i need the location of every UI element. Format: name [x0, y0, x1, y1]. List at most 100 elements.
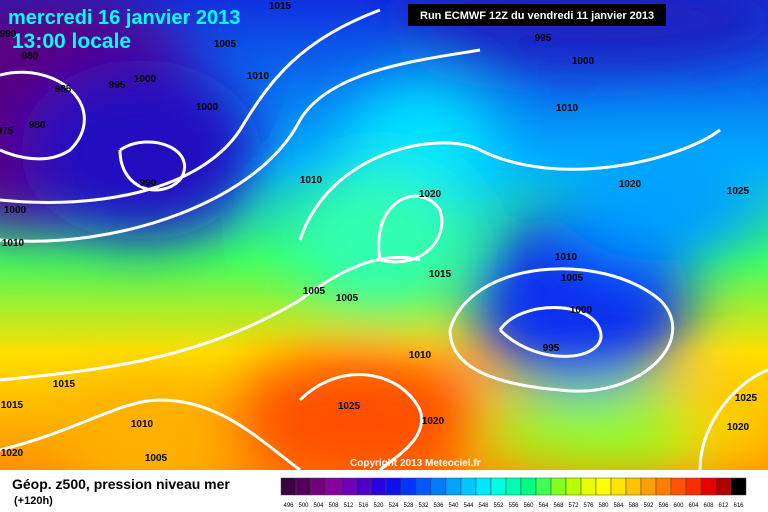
colorbar-label: 604: [688, 503, 699, 509]
isobar-label: 1020: [422, 416, 445, 427]
colorbar-label: 596: [658, 503, 669, 509]
isobar-label: 1015: [269, 1, 292, 12]
isobar-label: 1005: [214, 39, 237, 50]
colorbar-cell: [310, 477, 327, 496]
isobar-label: 1010: [409, 350, 432, 361]
isobar-label: 1005: [336, 293, 359, 304]
colorbar-cell: [655, 477, 672, 496]
colorbar-label: 572: [568, 503, 579, 509]
colorbar-cell: [580, 477, 597, 496]
colorbar-label: 568: [553, 503, 564, 509]
colorbar-cell: [640, 477, 657, 496]
date-label: mercredi 16 janvier 2013: [8, 7, 240, 29]
colorbar-cell: [565, 477, 582, 496]
isobar-label: 1000: [570, 305, 593, 316]
colorbar-cell: [385, 477, 402, 496]
isobar-label: 1020: [1, 448, 24, 459]
isobar-label: 1025: [338, 401, 361, 412]
colorbar-label: 556: [508, 503, 519, 509]
colorbar-label: 600: [673, 503, 684, 509]
colorbar-label: 548: [478, 503, 489, 509]
isobar-label: 1005: [145, 453, 168, 464]
colorbar-cell: [355, 477, 372, 496]
isobar-label: 1025: [727, 186, 750, 197]
isobar-label: 1010: [2, 238, 25, 249]
colorbar-cell: [700, 477, 717, 496]
isobar-label: 985: [55, 84, 72, 95]
colorbar-label: 532: [418, 503, 429, 509]
colorbar-cell: [295, 477, 312, 496]
isobar-label: 1000: [134, 74, 157, 85]
colorbar-label: 588: [628, 503, 639, 509]
isobar-labels: 1015 990 1005 995 1000 980 985 995 1000 1010 1000 1…: [0, 1, 758, 464]
colorbar-label: 524: [388, 503, 399, 509]
colorbar-cell: [535, 477, 552, 496]
footer-lead: (+120h): [14, 495, 53, 507]
colorbar-label: 592: [643, 503, 654, 509]
colorbar-cell: [340, 477, 357, 496]
time-label: 13:00 locale: [12, 30, 131, 53]
isobar-label: 1005: [303, 286, 326, 297]
colorbar-label: 544: [463, 503, 474, 509]
colorbar-label: 508: [328, 503, 339, 509]
colorbar-cell: [730, 477, 747, 496]
colorbar-label: 608: [703, 503, 714, 509]
isobar-label: 1010: [300, 175, 323, 186]
isobar-label: 975: [0, 126, 14, 137]
colorbar-cell: [430, 477, 447, 496]
isobar-label: 990: [0, 29, 17, 40]
colorbar-cell: [490, 477, 507, 496]
isobar-label: 1010: [555, 252, 578, 263]
isobar-label: 1005: [561, 273, 584, 284]
colorbar-label: 576: [583, 503, 594, 509]
isobar-label: 1015: [53, 379, 76, 390]
colorbar-label: 536: [433, 503, 444, 509]
isobar-label: 1020: [727, 422, 750, 433]
isobar-label: 980: [29, 120, 46, 131]
colorbar-cell: [520, 477, 537, 496]
isobar-label: 1015: [1, 400, 24, 411]
colorbar-label: 516: [358, 503, 369, 509]
colorbar-cell: [370, 477, 387, 496]
colorbar-cell: [505, 477, 522, 496]
isobar-label: 1020: [419, 189, 442, 200]
colorbar-label: 520: [373, 503, 384, 509]
run-label: Run ECMWF 12Z du vendredi 11 janvier 201…: [420, 10, 654, 22]
colorbar-label: 504: [313, 503, 324, 509]
isobar-label: 1020: [619, 179, 642, 190]
field: [0, 0, 768, 470]
colorbar-label: 528: [403, 503, 414, 509]
colorbar-cell: [475, 477, 492, 496]
footer-title: Géop. z500, pression niveau mer: [12, 476, 230, 492]
colorbar-cell: [595, 477, 612, 496]
colorbar-cell: [400, 477, 417, 496]
isobar-label: 1000: [572, 56, 595, 67]
colorbar-label: 616: [733, 503, 744, 509]
colorbar-cell: [280, 477, 297, 496]
run-box: [408, 4, 666, 26]
isobar-label: 995: [543, 343, 560, 354]
colorbar-cell: [415, 477, 432, 496]
isobar-label: 995: [535, 33, 552, 44]
colorbar-cell: [685, 477, 702, 496]
colorbar-label: 512: [343, 503, 354, 509]
colorbar-label: 496: [283, 503, 294, 509]
isobars: [0, 8, 768, 470]
colorbar-label: 564: [538, 503, 549, 509]
isobar-label: 1015: [429, 269, 452, 280]
isobar-label: 1010: [247, 71, 270, 82]
colorbar-label: 500: [298, 503, 309, 509]
colorbar-label: 580: [598, 503, 609, 509]
isobar-label: 980: [22, 51, 39, 62]
colorbar-cell: [445, 477, 462, 496]
isobar-label: 990: [140, 178, 157, 189]
isobar-label: 1000: [196, 102, 219, 113]
colorbar-cell: [460, 477, 477, 496]
colorbar-label: 552: [493, 503, 504, 509]
isobar-label: 995: [109, 80, 126, 91]
isobar-label: 1010: [131, 419, 154, 430]
colorbar-label: 584: [613, 503, 624, 509]
isobar-label: 1010: [556, 103, 579, 114]
colorbar-cell: [625, 477, 642, 496]
